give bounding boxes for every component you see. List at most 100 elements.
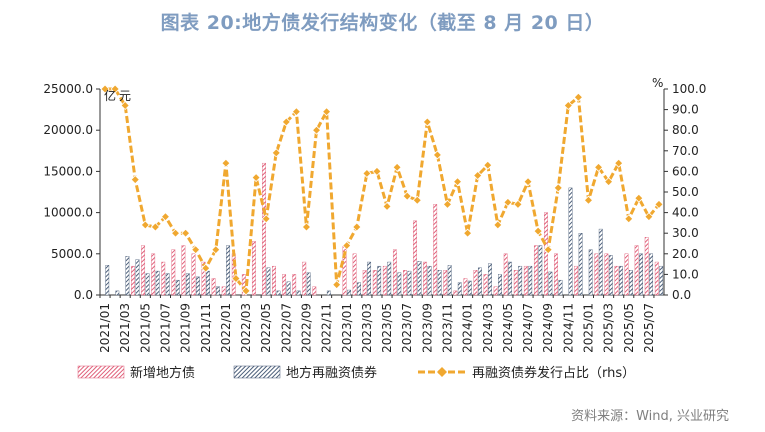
ratio-point bbox=[170, 228, 181, 238]
x-tick-label: 2023/05 bbox=[380, 303, 394, 353]
x-tick-label: 2022/07 bbox=[279, 303, 293, 353]
bar-new-bond bbox=[493, 286, 498, 296]
x-tick-label: 2021/03 bbox=[118, 303, 132, 353]
bar-new-bond bbox=[151, 253, 156, 296]
bar-new-bond bbox=[634, 245, 639, 296]
bar-refi-bond bbox=[608, 255, 613, 296]
bar-new-bond bbox=[141, 245, 146, 296]
bar-refi-bond bbox=[326, 290, 331, 296]
x-tick-label: 2025/07 bbox=[642, 303, 656, 353]
bar-refi-bond bbox=[175, 279, 180, 296]
bar-new-bond bbox=[443, 270, 448, 296]
bar-new-bond bbox=[513, 270, 518, 296]
bar-refi-bond bbox=[407, 270, 412, 296]
legend-swatch-new-bond bbox=[77, 365, 125, 379]
ratio-point bbox=[483, 160, 493, 170]
bar-refi-bond bbox=[155, 270, 160, 296]
ratio-point bbox=[301, 222, 312, 232]
ratio-point bbox=[160, 212, 171, 222]
ratio-point bbox=[251, 173, 261, 183]
bar-refi-bond bbox=[195, 276, 200, 296]
y-right-tick-label: 100.0 bbox=[672, 82, 706, 96]
x-tick-label: 2021/07 bbox=[158, 303, 172, 353]
ratio-point bbox=[593, 162, 604, 172]
bar-refi-bond bbox=[639, 253, 643, 296]
bar-new-bond bbox=[413, 220, 417, 296]
ratio-point bbox=[412, 195, 422, 205]
bar-new-bond bbox=[181, 245, 186, 296]
bar-refi-bond bbox=[598, 228, 603, 296]
ratio-point bbox=[432, 150, 442, 160]
bar-new-bond bbox=[382, 265, 387, 296]
bar-refi-bond bbox=[629, 270, 633, 296]
y-right-tick-label: 80.0 bbox=[672, 123, 699, 137]
bar-refi-bond bbox=[397, 272, 402, 296]
bar-refi-bond bbox=[387, 261, 392, 296]
y-right-tick-label: 20.0 bbox=[672, 247, 699, 261]
bar-new-bond bbox=[191, 253, 196, 296]
bar-refi-bond bbox=[417, 261, 422, 296]
bar-new-bond bbox=[574, 265, 579, 296]
bar-refi-bond bbox=[467, 280, 472, 296]
bar-refi-bond bbox=[588, 249, 593, 296]
x-tick-label: 2023/01 bbox=[340, 303, 354, 353]
bar-new-bond bbox=[302, 261, 307, 296]
ratio-point bbox=[281, 117, 291, 127]
ratio-point bbox=[372, 166, 382, 176]
x-tick-label: 2021/09 bbox=[179, 303, 193, 353]
y-right-tick-label: 0.0 bbox=[672, 288, 691, 302]
bar-refi-bond bbox=[226, 245, 231, 296]
ratio-point bbox=[543, 245, 553, 255]
x-tick-label: 2024/09 bbox=[541, 303, 555, 353]
x-tick-label: 2023/03 bbox=[360, 303, 374, 353]
ratio-point bbox=[493, 220, 503, 230]
ratio-point bbox=[191, 245, 201, 255]
bar-new-bond bbox=[523, 265, 528, 296]
ratio-point bbox=[221, 158, 231, 168]
ratio-point bbox=[332, 280, 342, 290]
x-tick-label: 2022/09 bbox=[299, 303, 313, 353]
ratio-point bbox=[110, 84, 120, 94]
bar-refi-bond bbox=[125, 256, 130, 296]
x-tick-label: 2023/11 bbox=[440, 303, 454, 353]
x-tick-label: 2024/01 bbox=[461, 303, 475, 353]
bar-refi-bond bbox=[105, 265, 110, 296]
ratio-point bbox=[513, 199, 523, 209]
ratio-point bbox=[503, 197, 513, 207]
bar-refi-bond bbox=[296, 290, 301, 296]
bar-refi-bond bbox=[518, 265, 523, 296]
x-tick-label: 2024/07 bbox=[521, 303, 535, 353]
y-right-tick-label: 90.0 bbox=[672, 103, 699, 117]
bar-new-bond bbox=[433, 204, 438, 296]
ratio-point bbox=[150, 222, 160, 232]
y-left-tick-label: 20000.0 bbox=[43, 123, 93, 137]
ratio-point bbox=[644, 212, 654, 222]
ratio-point bbox=[573, 92, 583, 102]
ratio-point bbox=[604, 177, 614, 187]
bar-new-bond bbox=[201, 261, 206, 296]
bar-refi-bond bbox=[538, 245, 543, 296]
x-tick-label: 2021/01 bbox=[98, 303, 112, 353]
bar-refi-bond bbox=[216, 286, 220, 296]
y-right-tick-label: 30.0 bbox=[672, 226, 699, 240]
x-tick-label: 2024/03 bbox=[481, 303, 495, 353]
ratio-point bbox=[211, 245, 221, 255]
bar-refi-bond bbox=[649, 253, 654, 296]
x-tick-label: 2023/09 bbox=[420, 303, 434, 353]
x-tick-label: 2024/05 bbox=[501, 303, 515, 353]
chart-title: 图表 20:地方债发行结构变化（截至 8 月 20 日） bbox=[160, 12, 605, 34]
bar-refi-bond bbox=[145, 273, 150, 296]
bar-new-bond bbox=[312, 286, 317, 296]
bar-refi-bond bbox=[618, 265, 623, 296]
bar-refi-bond bbox=[477, 267, 482, 296]
ratio-point bbox=[473, 170, 483, 181]
ratio-point bbox=[362, 168, 372, 179]
bar-new-bond bbox=[211, 278, 216, 296]
bar-refi-bond bbox=[659, 265, 664, 296]
source-note: 资料来源：Wind, 兴业研究 bbox=[571, 409, 729, 424]
ratio-point bbox=[422, 117, 432, 127]
bar-new-bond bbox=[654, 261, 659, 296]
ratio-point bbox=[523, 177, 533, 187]
y-right-tick-label: 50.0 bbox=[672, 185, 699, 199]
ratio-point bbox=[322, 107, 332, 117]
